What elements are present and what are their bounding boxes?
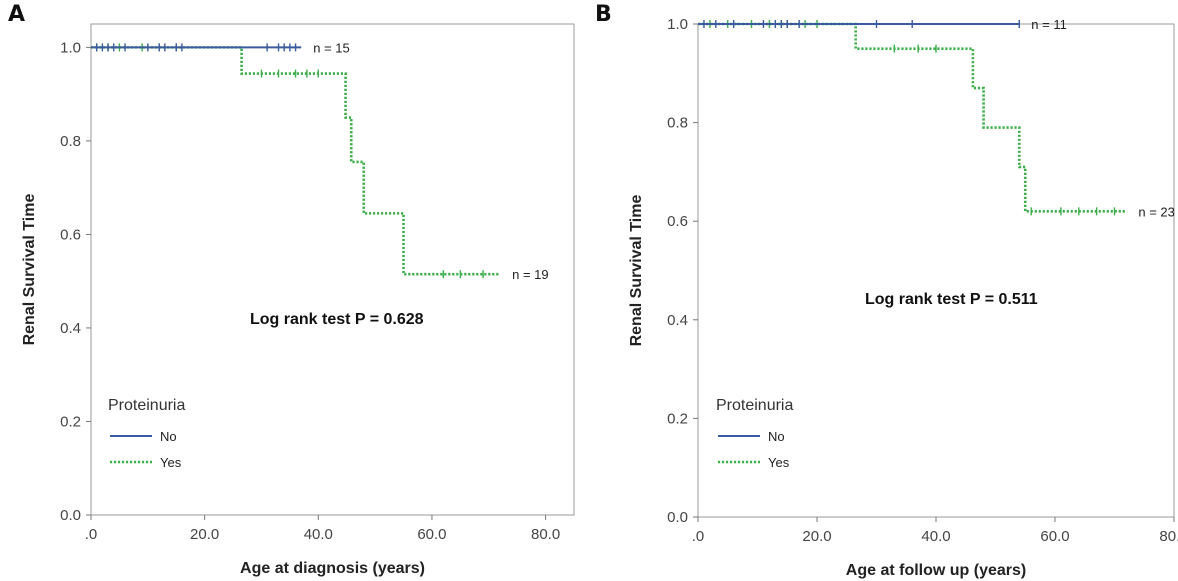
series-line-yes bbox=[91, 46, 501, 276]
y-axis-title: Renal Survival Time bbox=[21, 194, 38, 346]
legend-label-yes: Yes bbox=[160, 455, 182, 470]
n-label-yes: n = 23 bbox=[1138, 204, 1175, 219]
y-axis-title: Renal Survival Time bbox=[628, 195, 645, 347]
log-rank-annotation: Log rank test P = 0.511 bbox=[865, 291, 1038, 308]
log-rank-annotation: Log rank test P = 0.628 bbox=[250, 311, 424, 328]
series-line-yes bbox=[698, 22, 1127, 213]
x-axis-title: Age at follow up (years) bbox=[846, 562, 1026, 579]
x-tick-label: .0 bbox=[85, 526, 98, 543]
legend-label-no: No bbox=[160, 429, 177, 444]
plot-frame bbox=[90, 23, 575, 516]
y-tick-label: 0.2 bbox=[60, 413, 81, 430]
y-tick-label: 1.0 bbox=[60, 39, 81, 56]
panel-letter-a: A bbox=[8, 2, 26, 27]
x-tick-label: .0 bbox=[692, 528, 705, 545]
legend-title: Proteinuria bbox=[716, 397, 793, 414]
legend-label-yes: Yes bbox=[768, 455, 790, 470]
y-tick-label: 0.6 bbox=[60, 226, 81, 243]
x-tick-label: 40.0 bbox=[921, 528, 950, 545]
x-axis-title: Age at diagnosis (years) bbox=[240, 560, 425, 577]
panel-letter-b: B bbox=[595, 2, 612, 27]
y-tick-label: 0.8 bbox=[667, 115, 688, 132]
y-tick-label: 1.0 bbox=[667, 16, 688, 33]
legend-label-no: No bbox=[768, 429, 785, 444]
y-tick-label: 0.4 bbox=[60, 320, 81, 337]
x-tick-label: 80.0 bbox=[531, 526, 560, 543]
y-tick-label: 0.8 bbox=[60, 133, 81, 150]
n-label-no: n = 11 bbox=[1031, 17, 1067, 32]
y-tick-label: 0.2 bbox=[667, 410, 688, 427]
survival-chart-b: 0.0 0.2 0.4 0.6 0.8 1.0 .0 20.0 40.0 60.0 80.0 Age … bbox=[628, 16, 1178, 579]
x-tick-label: 20.0 bbox=[802, 528, 831, 545]
n-label-yes: n = 19 bbox=[512, 267, 549, 282]
survival-chart-a: 0.0 0.2 0.4 0.6 0.8 1.0 .0 20.0 40.0 60.0 80.0 Age … bbox=[21, 23, 575, 577]
x-tick-label: 60.0 bbox=[417, 526, 446, 543]
y-tick-label: 0.6 bbox=[667, 213, 688, 230]
y-tick-label: 0.0 bbox=[60, 507, 81, 524]
x-tick-label: 80.0 bbox=[1159, 528, 1178, 545]
x-tick-label: 60.0 bbox=[1040, 528, 1069, 545]
y-tick-label: 0.4 bbox=[667, 312, 688, 329]
legend-title: Proteinuria bbox=[108, 397, 185, 414]
y-tick-label: 0.0 bbox=[667, 509, 688, 526]
x-tick-label: 40.0 bbox=[304, 526, 333, 543]
x-tick-label: 20.0 bbox=[190, 526, 219, 543]
n-label-no: n = 15 bbox=[313, 40, 350, 55]
